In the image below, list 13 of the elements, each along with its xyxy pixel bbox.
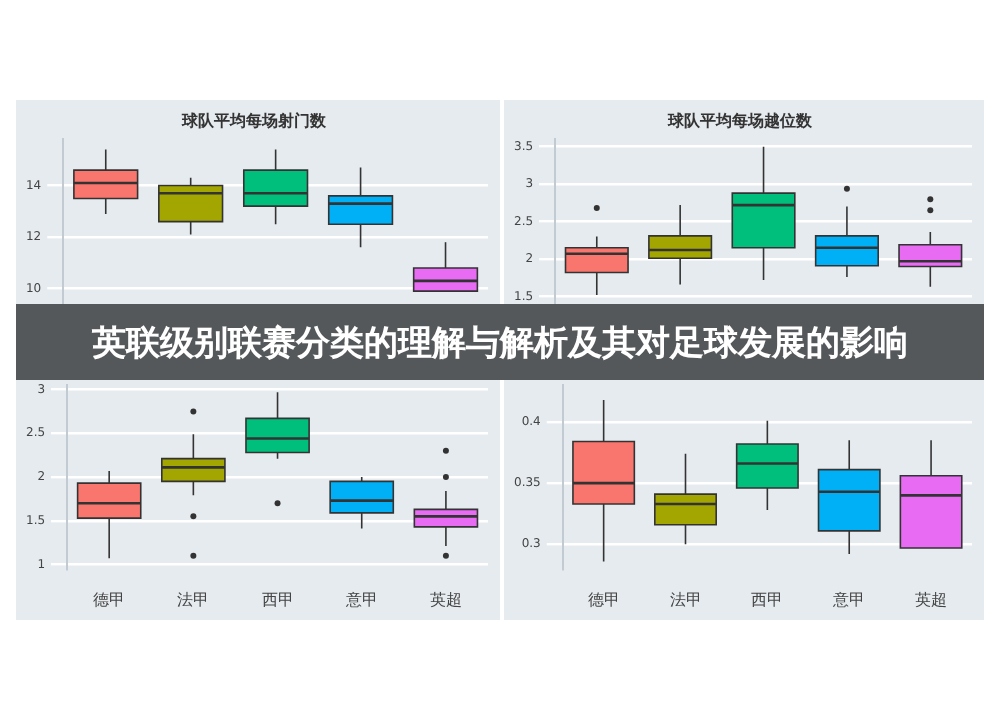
x-tick-label: 英超 xyxy=(429,590,462,609)
x-tick-label: 德甲 xyxy=(587,590,620,609)
x-tick-label: 西甲 xyxy=(261,590,294,609)
x-tick-label: 法甲 xyxy=(177,590,210,609)
x-tick-label: 意甲 xyxy=(343,590,378,609)
headline-banner: 英联级别联赛分类的理解与解析及其对足球发展的影响 xyxy=(16,304,984,380)
x-tick-label: 西甲 xyxy=(751,590,784,609)
x-tick-label: 德甲 xyxy=(93,590,126,609)
x-tick-label: 意甲 xyxy=(831,590,866,609)
chart-title: 球队平均每场越位数 xyxy=(666,111,814,130)
x-tick-label: 法甲 xyxy=(669,590,702,609)
x-tick-label: 英超 xyxy=(915,590,948,609)
chart-title: 球队平均每场射门数 xyxy=(180,109,328,130)
